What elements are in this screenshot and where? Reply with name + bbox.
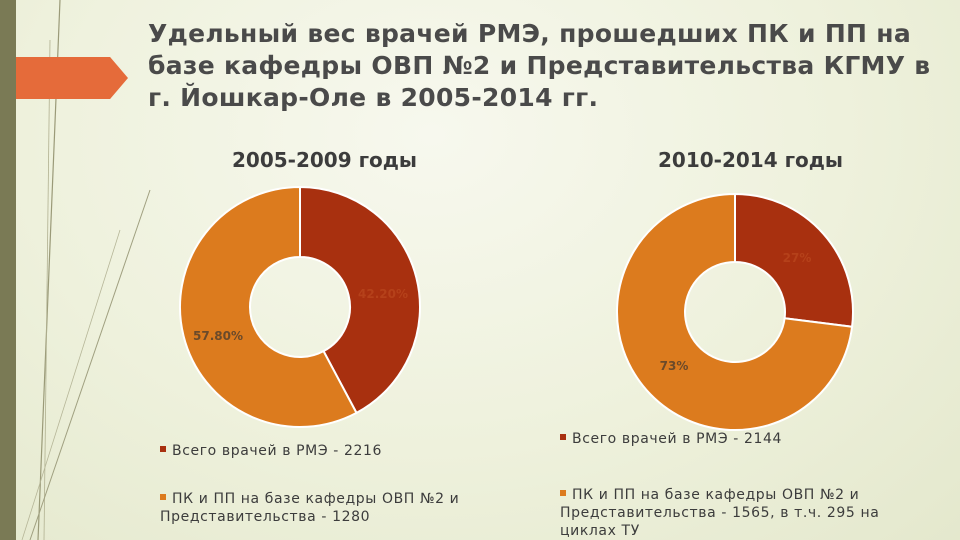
legend-swatch (560, 490, 566, 496)
legend-label: Всего врачей в РМЭ - 2144 (572, 431, 783, 447)
legend-left-item-1: Всего врачей в РМЭ - 2216 (160, 442, 480, 460)
left-sidebar-bar (0, 0, 16, 540)
slice-data-label: 73% (660, 359, 689, 373)
donut-slice (299, 185, 421, 415)
legend-label: ПК и ПП на базе кафедры ОВП №2 и Предста… (160, 491, 460, 525)
decorative-line (21, 229, 121, 540)
decorative-line (43, 39, 51, 540)
page-title: Удельный вес врачей РМЭ, прошедших ПК и … (148, 19, 931, 112)
donut-chart-2010-2014: 27% 73% (616, 192, 854, 431)
slice-data-label: 27% (783, 251, 812, 265)
legend-swatch (160, 446, 166, 452)
title-accent-arrow (16, 57, 128, 99)
donut-slice (179, 185, 358, 428)
legend-right-item-1: Всего врачей в РМЭ - 2144 (560, 430, 900, 448)
legend-left-item-2: ПК и ПП на базе кафедры ОВП №2 и Предста… (160, 490, 480, 526)
chart-title-left: 2005-2009 годы (232, 148, 418, 172)
legend-swatch (160, 494, 166, 500)
legend-label: ПК и ПП на базе кафедры ОВП №2 и Предста… (560, 487, 880, 539)
donut-slice (616, 192, 854, 431)
chart-title-right: 2010-2014 годы (658, 148, 844, 172)
legend-right-item-2: ПК и ПП на базе кафедры ОВП №2 и Предста… (560, 486, 905, 540)
slice-data-label: 42.20% (358, 287, 408, 301)
slice-data-label: 57.80% (193, 329, 243, 343)
legend-swatch (560, 434, 566, 440)
legend-label: Всего врачей в РМЭ - 2216 (172, 443, 383, 459)
donut-slice (734, 192, 854, 328)
donut-chart-2005-2009: 42.20% 57.80% (179, 185, 421, 428)
decorative-line (29, 189, 151, 540)
